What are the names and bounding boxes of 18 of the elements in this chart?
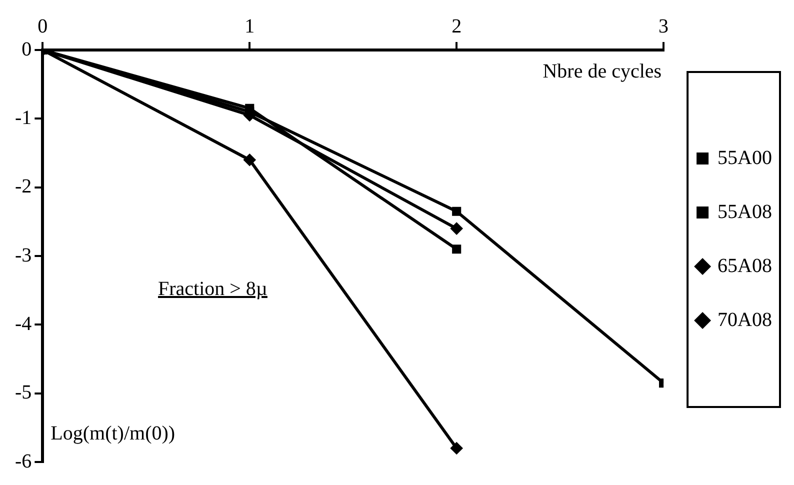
y-tick-label: -6 — [14, 450, 32, 472]
y-tick-label: -1 — [14, 106, 32, 129]
y-tick-label: 0 — [22, 38, 32, 60]
legend-label: 70A08 — [718, 308, 772, 331]
y-axis-title: Log(m(t)/m(0)) — [50, 422, 176, 444]
legend-label: 65A08 — [718, 254, 772, 277]
y-tick-label: -5 — [14, 382, 32, 404]
y-tick-label: -2 — [14, 176, 32, 198]
legend-label: 55A00 — [718, 146, 772, 169]
x-tick-label: 1 — [244, 15, 255, 38]
x-axis-title: Nbre de cycles — [542, 60, 662, 82]
y-tick-label: -3 — [14, 244, 32, 266]
x-tick-label: 0 — [38, 15, 48, 38]
x-tick-label: 3 — [658, 15, 669, 38]
x-tick-label: 2 — [452, 15, 462, 38]
legend-label: 55A08 — [718, 200, 772, 223]
annotation: Fraction > 8µ — [158, 278, 268, 301]
y-tick-label: -4 — [14, 312, 32, 335]
